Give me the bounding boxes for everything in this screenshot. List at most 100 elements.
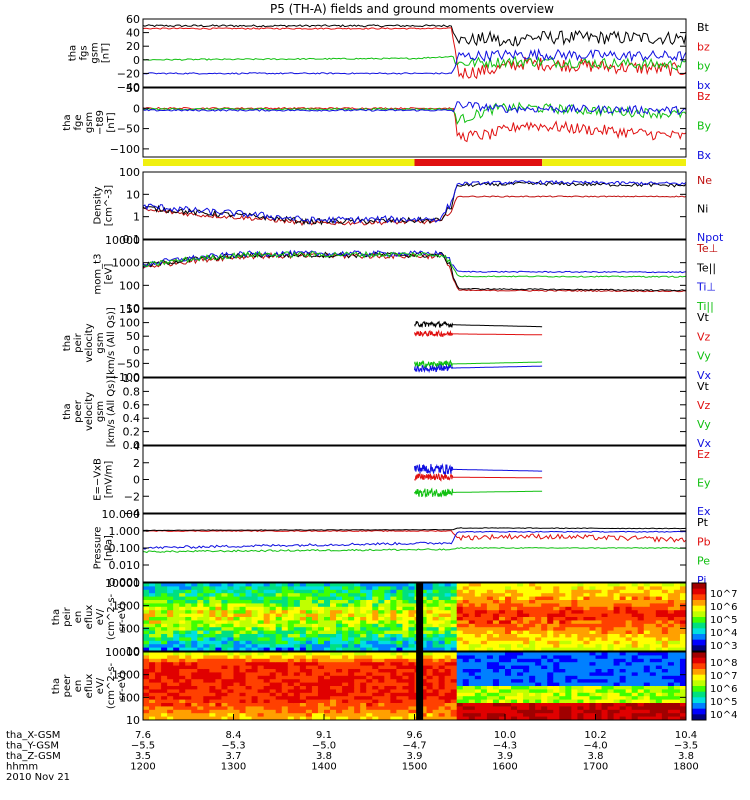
heatmap-cell	[245, 703, 253, 707]
heatmap-cell	[679, 655, 687, 660]
heatmap-cell	[565, 596, 572, 601]
heatmap-cell	[655, 637, 663, 642]
heatmap-cell	[649, 606, 657, 611]
heatmap-cell	[559, 686, 566, 690]
heatmap-cell	[396, 610, 403, 615]
heatmap-cell	[505, 630, 512, 635]
heatmap-cell	[505, 662, 512, 667]
heatmap-cell	[167, 716, 174, 721]
heatmap-cell	[275, 679, 283, 684]
heatmap-cell	[360, 634, 367, 638]
heatmap-cell	[378, 603, 385, 608]
heatmap-cell	[269, 617, 277, 621]
heatmap-cell	[336, 647, 343, 652]
heatmap-cell	[643, 679, 651, 684]
heatmap-cell	[601, 709, 609, 714]
heatmap-cell	[354, 699, 361, 704]
heatmap-cell	[523, 655, 530, 660]
heatmap-cell	[167, 658, 174, 663]
heatmap-cell	[372, 713, 379, 718]
heatmap-cell	[577, 692, 584, 697]
heatmap-cell	[239, 640, 247, 645]
heatmap-cell	[480, 603, 488, 608]
heatmap-cell	[324, 709, 331, 714]
heatmap-cell	[661, 665, 669, 670]
legend-entry: Vt	[697, 311, 710, 324]
heatmap-cell	[511, 669, 518, 673]
panel-frame	[142, 18, 687, 88]
heatmap-cell	[396, 603, 403, 608]
heatmap-cell	[203, 713, 210, 718]
heatmap-cell	[209, 658, 216, 663]
heatmap-cell	[498, 623, 506, 628]
heatmap-cell	[191, 713, 198, 718]
heatmap-cell	[667, 640, 675, 645]
y-axis-label: fge	[73, 114, 84, 130]
legend-entry: Ni	[697, 203, 708, 216]
heatmap-cell	[372, 696, 379, 701]
heatmap-cell	[619, 716, 627, 721]
heatmap-cell	[227, 583, 234, 587]
heatmap-cell	[673, 647, 681, 652]
heatmap-cell	[317, 652, 325, 656]
heatmap-cell	[565, 634, 572, 638]
heatmap-cell	[299, 658, 307, 663]
heatmap-cell	[655, 600, 663, 604]
y-tick-label: −100	[110, 143, 140, 156]
y-axis-label: velocity	[84, 392, 95, 431]
heatmap-cell	[209, 652, 216, 656]
heatmap-cell	[263, 706, 271, 711]
heatmap-cell	[167, 634, 174, 638]
heatmap-cell	[571, 706, 578, 711]
heatmap-cell	[468, 600, 476, 604]
x-tick-value: 1400	[311, 762, 336, 773]
heatmap-cell	[468, 593, 476, 598]
heatmap-cell	[227, 686, 234, 690]
heatmap-cell	[305, 589, 313, 594]
heatmap-cell	[505, 716, 512, 721]
heatmap-cell	[366, 686, 373, 690]
heatmap-cell	[673, 589, 681, 594]
series-fgs-line	[142, 24, 687, 47]
heatmap-cell	[233, 669, 241, 673]
heatmap-cell	[486, 665, 494, 670]
legend-entry: Te||	[696, 261, 716, 274]
heatmap-cell	[245, 706, 253, 711]
heatmap-cell	[456, 610, 464, 615]
heatmap-cell	[233, 630, 241, 635]
heatmap-cell	[324, 623, 331, 628]
heatmap-cell	[239, 713, 247, 718]
heatmap-cell	[492, 610, 500, 615]
heatmap-cell	[311, 703, 319, 707]
heatmap-cell	[426, 620, 434, 625]
heatmap-cell	[173, 647, 180, 652]
heatmap-cell	[511, 623, 518, 628]
heatmap-cell	[631, 583, 639, 587]
heatmap-cell	[317, 627, 325, 632]
heatmap-cell	[149, 699, 156, 704]
heatmap-cell	[667, 634, 675, 638]
heatmap-cell	[324, 716, 331, 721]
heatmap-cell	[679, 627, 687, 632]
heatmap-cell	[185, 675, 192, 680]
heatmap-cell	[299, 662, 307, 667]
heatmap-cell	[601, 686, 609, 690]
heatmap-cell	[287, 620, 295, 625]
heatmap-cell	[167, 640, 174, 645]
heatmap-cell	[179, 655, 186, 660]
heatmap-cell	[402, 716, 409, 721]
heatmap-cell	[583, 640, 590, 645]
heatmap-cell	[462, 675, 470, 680]
heatmap-cell	[390, 603, 397, 608]
heatmap-cell	[541, 713, 548, 718]
heatmap-cell	[384, 689, 391, 694]
heatmap-cell	[480, 716, 488, 721]
heatmap-cell	[613, 640, 621, 645]
heatmap-cell	[317, 647, 325, 652]
heatmap-cell	[547, 706, 554, 711]
heatmap-cell	[649, 593, 657, 598]
heatmap-cell	[197, 640, 204, 645]
heatmap-cell	[167, 655, 174, 660]
heatmap-cell	[559, 630, 566, 635]
heatmap-cell	[655, 706, 663, 711]
